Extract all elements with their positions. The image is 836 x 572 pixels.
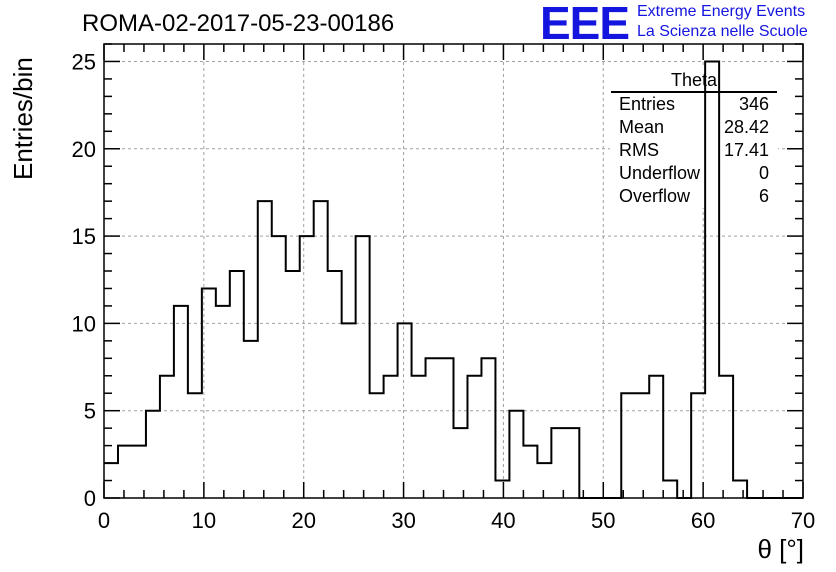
y-tick-label: 0 <box>84 486 96 511</box>
histogram-bin <box>412 376 426 498</box>
stats-value: 0 <box>758 163 769 183</box>
stats-row-entries: Entries 346 <box>611 93 777 116</box>
histogram-bin <box>426 358 440 498</box>
histogram-bin <box>509 411 523 498</box>
x-tick-label: 20 <box>291 508 315 533</box>
logo-text: EEE <box>540 0 630 49</box>
histogram-bin <box>230 271 244 498</box>
histogram-bin <box>384 376 398 498</box>
histogram-bin <box>551 428 565 498</box>
stats-label: Entries <box>619 94 676 114</box>
stats-box: Theta Entries 346 Mean 28.42 RMS 17.41 U… <box>611 70 777 208</box>
histogram-bin <box>565 428 579 498</box>
histogram-bin <box>146 411 160 498</box>
histogram-bin <box>272 236 286 498</box>
eee-logo: EEE <box>540 0 630 49</box>
histogram-bin <box>216 306 230 498</box>
x-tick-label: 10 <box>192 508 216 533</box>
histogram-bin <box>118 446 132 498</box>
histogram-bin <box>733 481 747 498</box>
logo-line-2: La Scienza nelle Scuole <box>637 23 808 40</box>
stats-row-rms: RMS 17.41 <box>611 139 777 162</box>
y-tick-label: 15 <box>72 224 96 249</box>
histogram-bin <box>635 393 649 498</box>
stats-value: 6 <box>758 186 769 206</box>
x-tick-label: 60 <box>691 508 715 533</box>
stats-label: Overflow <box>619 186 691 206</box>
stats-value: 17.41 <box>723 140 769 160</box>
histogram-bin <box>314 201 328 498</box>
histogram-bin <box>188 393 202 498</box>
histogram-bin <box>467 376 481 498</box>
stats-row-underflow: Underflow 0 <box>611 162 777 185</box>
histogram-bin <box>663 481 677 498</box>
x-axis-label: θ [°] <box>757 534 804 564</box>
histogram-bin <box>174 306 188 498</box>
histogram-bin <box>244 341 258 498</box>
histogram-bin <box>300 236 314 498</box>
histogram-bin <box>454 428 468 498</box>
stats-row-mean: Mean 28.42 <box>611 116 777 139</box>
histogram-bin <box>481 358 495 498</box>
histogram-bin <box>621 393 635 498</box>
histogram-bin <box>370 393 384 498</box>
x-tick-label: 40 <box>491 508 515 533</box>
x-tick-label: 0 <box>98 508 110 533</box>
histogram-bin <box>328 271 342 498</box>
histogram-bin <box>356 236 370 498</box>
stats-label: RMS <box>619 140 659 160</box>
logo-line-1: Extreme Energy Events <box>637 3 806 20</box>
stats-label: Underflow <box>619 163 701 183</box>
histogram-outline <box>104 60 803 499</box>
histogram-bin <box>719 376 733 498</box>
histogram-bin <box>258 201 272 498</box>
y-tick-label: 25 <box>72 49 96 74</box>
histogram-bin <box>495 481 509 498</box>
x-tick-label: 30 <box>391 508 415 533</box>
histogram-bin <box>537 463 551 498</box>
stats-label: Mean <box>619 117 665 137</box>
histogram-bin <box>342 323 356 498</box>
stats-row-overflow: Overflow 6 <box>611 185 777 208</box>
x-tick-label: 70 <box>791 508 815 533</box>
stats-title: Theta <box>611 70 777 93</box>
y-axis-label: Entries/bin <box>8 57 38 180</box>
stats-value: 28.42 <box>723 117 769 137</box>
histogram-bin <box>440 358 454 498</box>
y-tick-label: 20 <box>72 137 96 162</box>
x-tick-label: 50 <box>591 508 615 533</box>
stats-value: 346 <box>738 94 769 114</box>
y-tick-label: 5 <box>84 399 96 424</box>
histogram-bin <box>286 271 300 498</box>
histogram-bin <box>649 376 663 498</box>
histogram-bin <box>523 446 537 498</box>
chart-title: ROMA-02-2017-05-23-00186 <box>82 10 395 37</box>
y-tick-label: 10 <box>72 311 96 336</box>
logo-caption: Extreme Energy Events La Scienza nelle S… <box>637 2 808 42</box>
histogram-bin <box>160 376 174 498</box>
